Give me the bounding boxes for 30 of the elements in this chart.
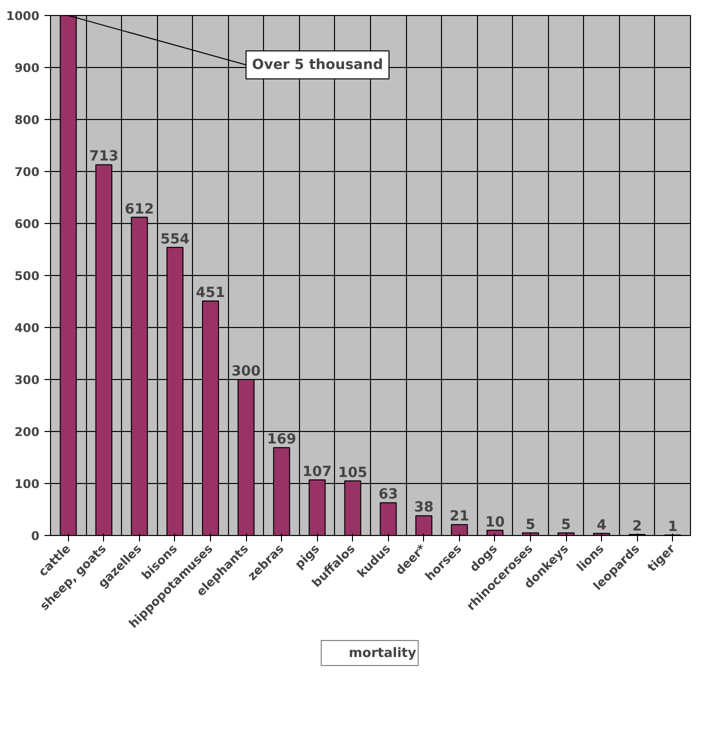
y-tick-label: 100 [14, 477, 40, 491]
y-tick-label: 200 [14, 425, 40, 439]
data-label: 300 [231, 364, 261, 380]
data-label: 21 [450, 508, 470, 525]
data-label: 5 [526, 516, 536, 533]
data-label: 2 [632, 518, 642, 534]
data-label: 63 [378, 486, 398, 503]
data-label: 10 [485, 514, 505, 530]
data-label: 554 [160, 231, 190, 248]
y-tick-label: 700 [14, 165, 40, 179]
data-label: 38 [414, 500, 434, 516]
data-label: 451 [196, 284, 226, 301]
data-label: 5 [561, 516, 571, 533]
data-label: 612 [124, 201, 154, 218]
y-tick-label: 400 [14, 321, 40, 335]
y-tick-label: 1000 [6, 9, 40, 23]
data-label: 1 [668, 518, 678, 535]
y-tick-label: 900 [14, 61, 40, 75]
y-tick-label: 300 [14, 373, 40, 387]
data-label: 4 [596, 517, 607, 534]
text: mortality [348, 646, 416, 660]
y-tick-label: 600 [14, 217, 40, 231]
data-label: 105 [338, 464, 368, 481]
data-label: 107 [302, 464, 332, 480]
y-tick-label: 0 [31, 529, 40, 543]
data-label: 713 [89, 148, 118, 165]
data-label: 169 [267, 432, 296, 448]
y-tick-label: 800 [14, 113, 40, 127]
annotation: Over 5 thousand [252, 56, 383, 73]
y-tick-label: 500 [14, 269, 40, 283]
